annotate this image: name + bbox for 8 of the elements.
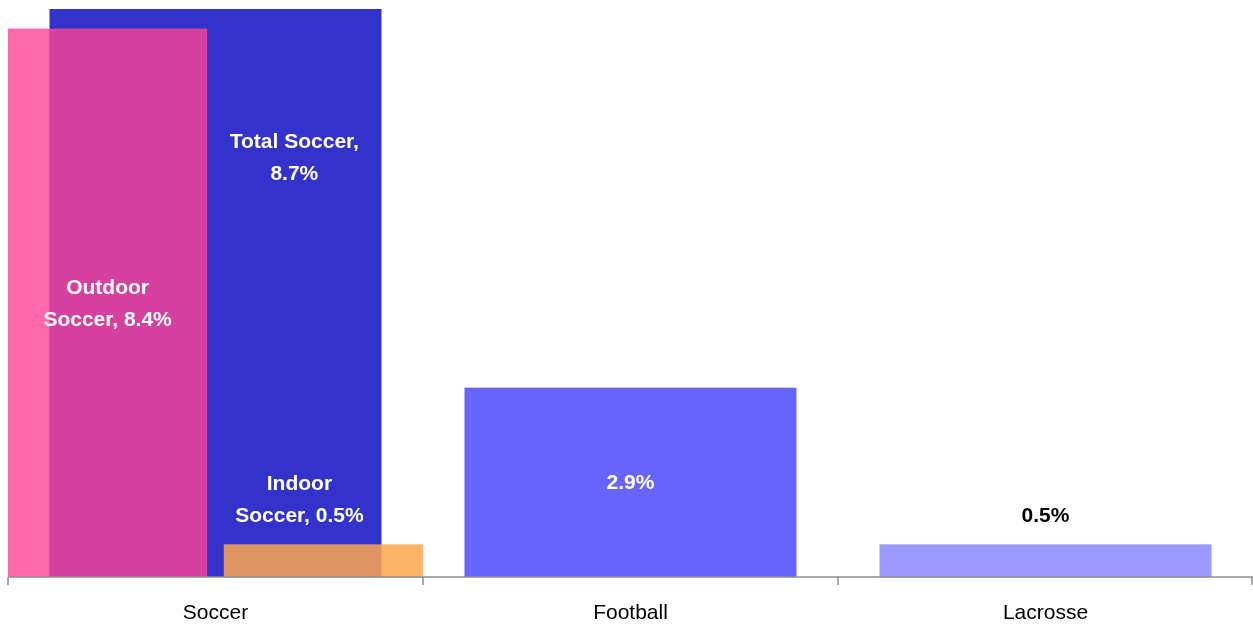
data-label: 2.9% bbox=[606, 470, 655, 494]
data-label: Indoor Soccer, 0.5% bbox=[235, 471, 364, 527]
data-label: 0.5% bbox=[1021, 503, 1070, 527]
x-tick-label: Lacrosse bbox=[1002, 600, 1089, 623]
data-label: Total Soccer, 8.7% bbox=[229, 128, 359, 184]
x-tick-label: Football bbox=[593, 600, 668, 623]
data-label: Outdoor Soccer, 8.4% bbox=[43, 274, 173, 330]
x-tick-label: Soccer bbox=[182, 600, 249, 623]
